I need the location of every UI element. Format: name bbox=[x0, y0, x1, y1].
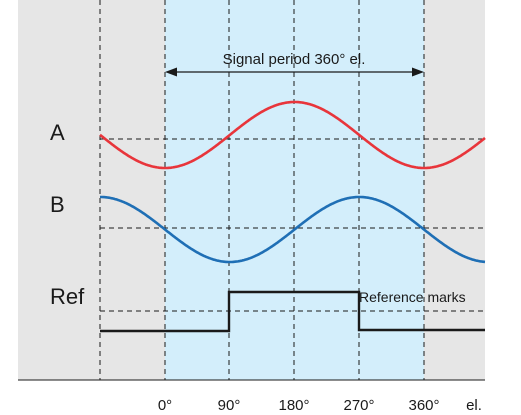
ref-signal-curve bbox=[100, 290, 485, 333]
tick-label-180: 180° bbox=[278, 397, 309, 414]
signal-b-label: B bbox=[50, 192, 65, 217]
reference-marks-label: Reference marks bbox=[359, 289, 466, 305]
tick-label-270: 270° bbox=[343, 397, 374, 414]
tick-label-0: 0° bbox=[158, 397, 172, 414]
signal-a-label: A bbox=[50, 120, 65, 145]
tick-label-90: 90° bbox=[218, 397, 241, 414]
period-arrow bbox=[165, 67, 424, 77]
tick-label-360: 360° bbox=[408, 397, 439, 414]
signal-ref-label: Ref bbox=[50, 284, 85, 309]
signal-b-curve bbox=[100, 195, 486, 264]
signal-a-curve bbox=[99, 100, 486, 170]
period-title: Signal period 360° el. bbox=[223, 51, 366, 68]
axis-unit-label: el. bbox=[466, 397, 482, 414]
